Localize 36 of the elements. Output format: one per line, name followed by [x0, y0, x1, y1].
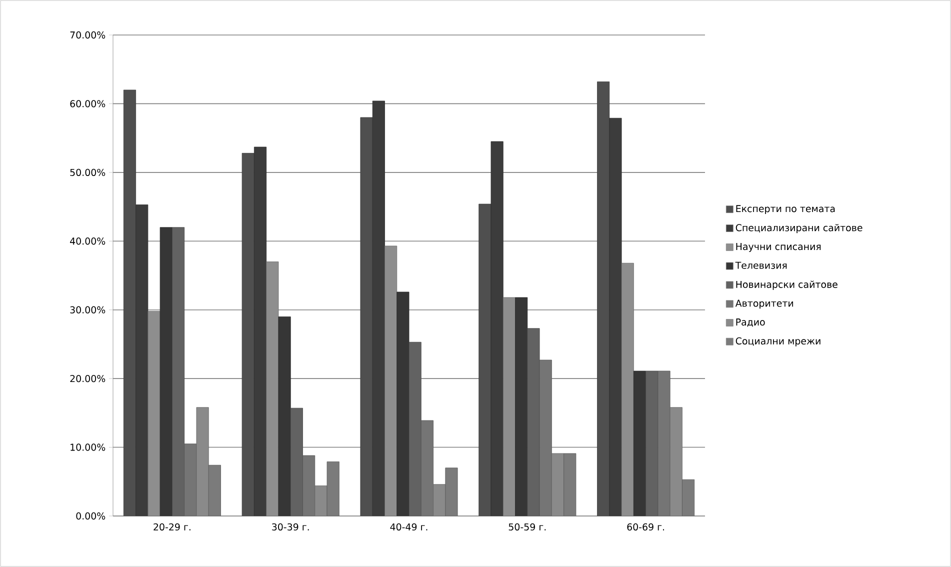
bar: [396, 292, 410, 516]
legend-label: Специализирани сайтове: [736, 224, 862, 234]
legend-label: Авторитети: [735, 300, 794, 309]
legend-label: Социални мрежи: [736, 337, 820, 346]
legend-label: Телевизия: [735, 262, 787, 269]
legend-label: Новинарски сайтове: [736, 280, 838, 290]
bar: [646, 370, 658, 516]
y-tick-label: 20.00%: [70, 374, 106, 382]
bar: [384, 246, 398, 516]
bar: [515, 297, 528, 516]
legend-label: Радио: [736, 318, 765, 327]
y-tick-label: 10.00%: [70, 444, 106, 451]
y-tick-label: 60.00%: [70, 100, 106, 108]
x-tick-label: 20-29 г.: [154, 523, 190, 531]
y-tick-label: 50.00%: [70, 168, 106, 176]
y-tick-label: 30.00%: [70, 306, 106, 314]
x-tick-label: 60-69 г.: [627, 523, 664, 531]
x-tick-label: 50-59 г.: [508, 523, 546, 531]
bar: [266, 262, 279, 516]
bar: [408, 342, 422, 516]
legend-label: Научни списания: [736, 243, 821, 252]
y-tick-label: 70.00%: [70, 31, 106, 39]
bar: [172, 227, 185, 516]
bar: [160, 227, 172, 516]
y-tick-label: 40.00%: [70, 238, 106, 245]
y-tick-label: 0.00%: [76, 512, 106, 520]
bar: [621, 262, 634, 516]
x-tick-label: 40-49 г.: [390, 523, 428, 531]
x-tick-label: 30-39 г.: [272, 523, 309, 531]
bar: [278, 316, 291, 516]
bar: [633, 370, 646, 516]
bar: [290, 408, 303, 516]
bar: [148, 311, 160, 516]
bar: [502, 297, 516, 516]
legend-label: Експерти по темата: [736, 205, 835, 214]
bar: [527, 328, 540, 516]
